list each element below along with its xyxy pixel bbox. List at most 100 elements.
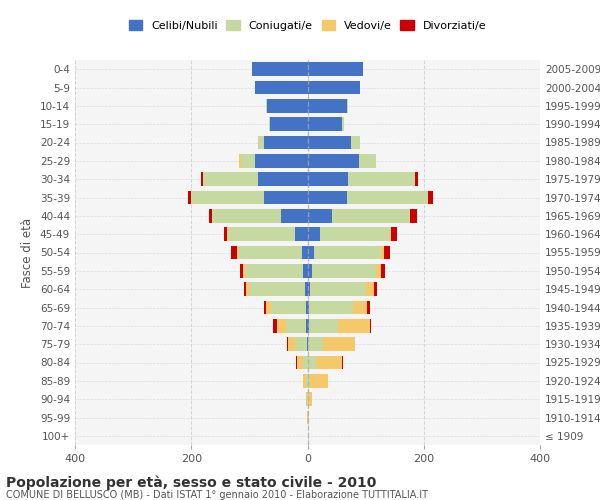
- Bar: [308, 246, 314, 260]
- Bar: [348, 172, 415, 186]
- Bar: [410, 209, 418, 222]
- Bar: [314, 246, 382, 260]
- Bar: [365, 282, 374, 296]
- Bar: [308, 99, 347, 112]
- Bar: [255, 154, 308, 168]
- Bar: [303, 374, 306, 388]
- Bar: [203, 172, 258, 186]
- Bar: [241, 154, 255, 168]
- Bar: [308, 228, 320, 241]
- Bar: [295, 228, 308, 241]
- Bar: [308, 319, 338, 332]
- Text: COMUNE DI BELLUSCO (MB) - Dati ISTAT 1° gennaio 2010 - Elaborazione TUTTITALIA.I: COMUNE DI BELLUSCO (MB) - Dati ISTAT 1° …: [6, 490, 428, 500]
- Bar: [428, 190, 433, 204]
- Bar: [306, 392, 307, 406]
- Bar: [310, 282, 365, 296]
- Bar: [270, 118, 308, 131]
- Bar: [264, 190, 308, 204]
- Bar: [323, 338, 355, 351]
- Bar: [307, 319, 308, 332]
- Bar: [308, 80, 360, 94]
- Bar: [390, 228, 391, 241]
- Bar: [308, 62, 363, 76]
- Bar: [305, 282, 308, 296]
- Bar: [231, 246, 236, 260]
- Bar: [228, 228, 295, 241]
- Bar: [224, 228, 227, 241]
- Bar: [255, 80, 308, 94]
- Bar: [374, 282, 377, 296]
- Bar: [308, 190, 347, 204]
- Bar: [245, 264, 303, 278]
- Bar: [351, 136, 360, 149]
- Bar: [370, 319, 371, 332]
- Bar: [212, 209, 281, 222]
- Bar: [244, 282, 247, 296]
- Bar: [308, 209, 332, 222]
- Bar: [367, 300, 370, 314]
- Bar: [201, 172, 203, 186]
- Bar: [297, 356, 303, 370]
- Bar: [308, 172, 348, 186]
- Bar: [381, 264, 385, 278]
- Bar: [384, 246, 390, 260]
- Bar: [332, 209, 410, 222]
- Legend: Celibi/Nubili, Coniugati/e, Vedovi/e, Divorziati/e: Celibi/Nubili, Coniugati/e, Vedovi/e, Di…: [124, 16, 491, 35]
- Bar: [302, 246, 308, 260]
- Bar: [269, 118, 270, 131]
- Bar: [308, 374, 310, 388]
- Bar: [308, 136, 351, 149]
- Text: Popolazione per età, sesso e stato civile - 2010: Popolazione per età, sesso e stato civil…: [6, 475, 376, 490]
- Bar: [307, 300, 308, 314]
- Bar: [258, 136, 264, 149]
- Bar: [239, 154, 241, 168]
- Bar: [265, 300, 266, 314]
- Bar: [310, 374, 328, 388]
- Bar: [209, 209, 212, 222]
- Y-axis label: Fasce di età: Fasce di età: [22, 218, 34, 288]
- Bar: [258, 172, 308, 186]
- Bar: [308, 300, 309, 314]
- Bar: [289, 338, 295, 351]
- Bar: [236, 246, 238, 260]
- Bar: [308, 392, 311, 406]
- Bar: [191, 190, 264, 204]
- Bar: [309, 300, 353, 314]
- Bar: [303, 264, 308, 278]
- Bar: [247, 282, 250, 296]
- Bar: [240, 264, 243, 278]
- Bar: [252, 62, 308, 76]
- Bar: [271, 300, 307, 314]
- Bar: [415, 172, 418, 186]
- Bar: [376, 264, 381, 278]
- Bar: [266, 300, 271, 314]
- Bar: [308, 356, 316, 370]
- Bar: [295, 338, 307, 351]
- Bar: [338, 319, 370, 332]
- Bar: [264, 136, 308, 149]
- Bar: [347, 190, 428, 204]
- Bar: [343, 118, 344, 131]
- Bar: [308, 154, 359, 168]
- Bar: [303, 356, 308, 370]
- Bar: [281, 209, 308, 222]
- Bar: [267, 99, 308, 112]
- Bar: [188, 190, 191, 204]
- Bar: [382, 246, 384, 260]
- Bar: [308, 282, 310, 296]
- Bar: [308, 264, 312, 278]
- Bar: [308, 338, 323, 351]
- Bar: [272, 319, 277, 332]
- Bar: [316, 356, 343, 370]
- Bar: [391, 228, 397, 241]
- Bar: [250, 282, 305, 296]
- Bar: [308, 118, 343, 131]
- Bar: [238, 246, 302, 260]
- Bar: [243, 264, 245, 278]
- Bar: [277, 319, 286, 332]
- Bar: [312, 264, 376, 278]
- Bar: [306, 374, 308, 388]
- Bar: [286, 319, 307, 332]
- Bar: [359, 154, 376, 168]
- Bar: [320, 228, 390, 241]
